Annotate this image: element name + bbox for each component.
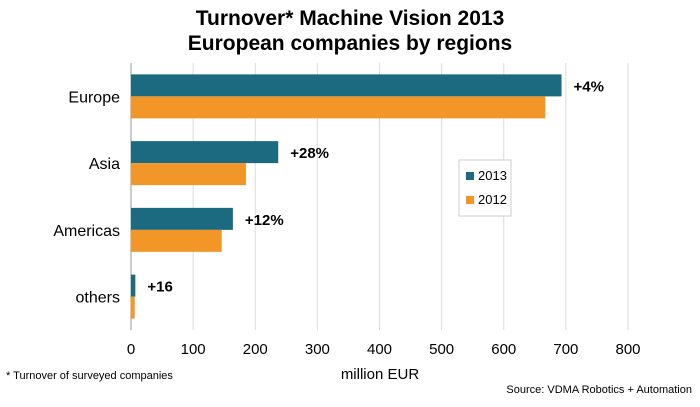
bar-others-2012	[131, 296, 135, 319]
x-tick-label: 400	[367, 341, 392, 358]
bar-asia-2012	[131, 163, 246, 186]
bar-europe-2012	[131, 96, 546, 119]
category-label-asia: Asia	[89, 156, 120, 173]
category-label-europe: Europe	[68, 89, 120, 106]
legend: 2013 2012	[458, 159, 512, 217]
category-labels: Europe Asia Americas others	[53, 89, 120, 306]
x-tick-label: 200	[243, 341, 268, 358]
bar-americas-2012	[131, 229, 222, 252]
category-label-americas: Americas	[53, 223, 120, 240]
bars	[131, 74, 562, 319]
x-tick-label: 100	[181, 341, 206, 358]
legend-box	[458, 159, 512, 217]
x-tick-label: 0	[127, 341, 135, 358]
bar-others-2013	[131, 274, 136, 297]
x-tick-label: 700	[553, 341, 578, 358]
source-note: Source: VDMA Robotics + Automation	[506, 384, 692, 396]
bar-asia-2013	[131, 141, 279, 164]
legend-swatch-2013	[466, 172, 474, 180]
x-tick-label: 500	[429, 341, 454, 358]
chart-title-line-1: Turnover* Machine Vision 2013	[195, 7, 505, 30]
annotation-americas: +12%	[245, 212, 284, 229]
legend-label-2013: 2013	[478, 168, 507, 183]
footnote: * Turnover of surveyed companies	[6, 370, 173, 382]
legend-swatch-2012	[466, 196, 474, 204]
chart-title-line-2: European companies by regions	[187, 32, 513, 55]
legend-label-2012: 2012	[478, 192, 507, 207]
bar-americas-2013	[131, 207, 233, 230]
x-tick-label: 800	[615, 341, 640, 358]
x-tick-label: 300	[305, 341, 330, 358]
x-axis-label: million EUR	[341, 366, 420, 383]
x-tick-label: 600	[491, 341, 516, 358]
annotation-asia: +28%	[290, 145, 329, 162]
annotation-europe: +4%	[574, 78, 604, 95]
annotations: +4% +28% +12% +16	[147, 78, 604, 295]
chart-title: Turnover* Machine Vision 2013 European c…	[0, 6, 700, 56]
annotation-others: +16	[147, 279, 172, 296]
x-tick-labels: 0 100 200 300 400 500 600 700 800	[127, 341, 641, 358]
bar-europe-2013	[131, 74, 562, 97]
category-label-others: others	[76, 290, 120, 307]
